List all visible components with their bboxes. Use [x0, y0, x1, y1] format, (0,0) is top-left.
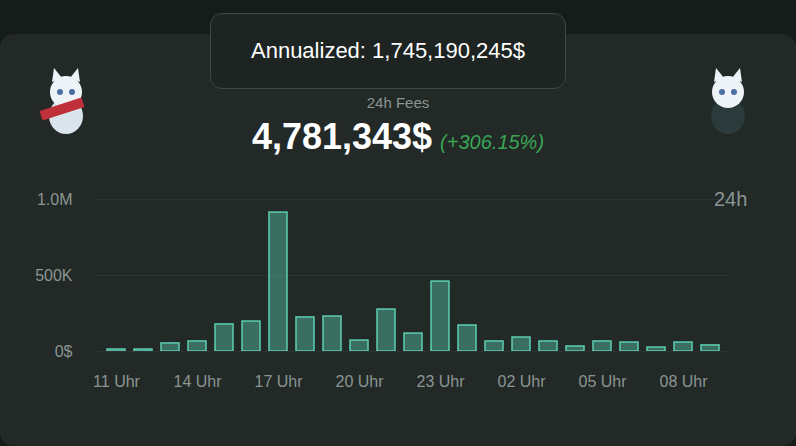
svg-text:02 Uhr: 02 Uhr: [497, 373, 546, 390]
svg-text:500K: 500K: [35, 267, 73, 284]
svg-text:08 Uhr: 08 Uhr: [659, 373, 708, 390]
svg-text:0$: 0$: [55, 343, 73, 360]
html-text:24h: 24h: [714, 188, 748, 210]
svg-text:20 Uhr: 20 Uhr: [335, 373, 384, 390]
html-text:Annualized: 1,745,190,245$: Annualized: 1,745,190,245$: [251, 38, 525, 63]
html-text:4,781,343$ (+306.15%): 4,781,343$ (+306.15%): [251, 116, 545, 157]
svg-text:23 Uhr: 23 Uhr: [416, 373, 465, 390]
svg-text:17 Uhr: 17 Uhr: [254, 373, 303, 390]
svg-text:14 Uhr: 14 Uhr: [173, 373, 222, 390]
html-text:24h Fees: 24h Fees: [366, 94, 430, 111]
svg-text:1.0M: 1.0M: [37, 191, 73, 208]
svg-text:05 Uhr: 05 Uhr: [578, 373, 627, 390]
svg-text:11 Uhr: 11 Uhr: [93, 373, 141, 390]
